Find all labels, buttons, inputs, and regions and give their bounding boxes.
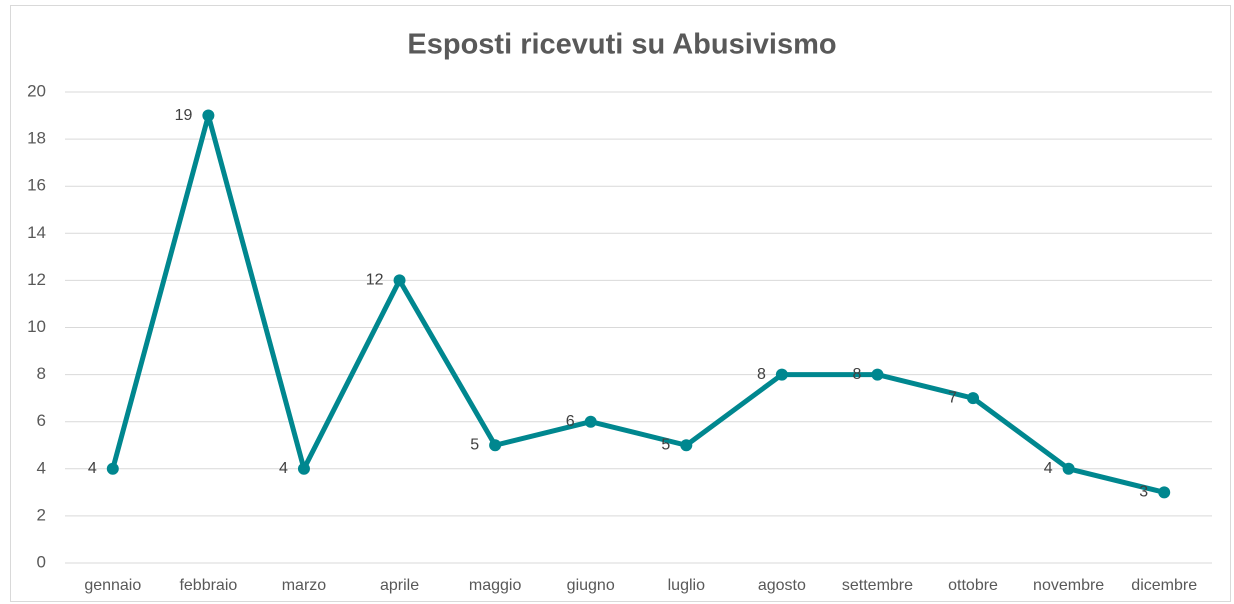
data-label: 4 [1044,460,1053,477]
series-line [110,113,1165,495]
data-point [1158,486,1171,499]
data-label: 4 [279,460,288,477]
x-tick-label: giugno [567,577,615,594]
y-tick-label: 2 [37,505,46,524]
data-point [393,274,406,287]
data-point [680,439,693,452]
data-label: 8 [757,366,766,383]
y-tick-label: 14 [27,223,46,242]
data-label: 5 [470,436,479,453]
data-point [967,392,980,405]
chart-border [10,5,1231,602]
data-label: 4 [88,460,97,477]
data-label: 3 [1139,484,1148,501]
x-tick-label: aprile [380,577,419,594]
data-label: 8 [853,366,862,383]
x-tick-label: agosto [758,577,806,594]
data-point [871,368,884,381]
y-tick-label: 16 [27,176,46,195]
y-tick-label: 4 [37,458,46,477]
data-point [202,109,215,122]
y-tick-label: 8 [37,364,46,383]
x-tick-label: dicembre [1131,577,1197,594]
data-point [106,462,119,475]
x-tick-label: novembre [1033,577,1104,594]
data-label: 5 [661,436,670,453]
data-point [1062,462,1075,475]
y-tick-label: 20 [27,81,46,100]
x-tick-label: gennaio [84,577,141,594]
data-point [584,415,597,428]
y-tick-label: 6 [37,411,46,430]
y-tick-label: 12 [27,270,46,289]
y-tick-label: 10 [27,317,46,336]
data-point [297,462,310,475]
data-label: 12 [366,272,384,289]
x-tick-label: febbraio [179,577,237,594]
chart-title: Esposti ricevuti su Abusivismo [407,29,836,61]
data-point [489,439,502,452]
x-tick-label: settembre [842,577,913,594]
x-tick-label: ottobre [948,577,998,594]
data-label: 6 [566,413,575,430]
data-point [775,368,788,381]
x-tick-label: marzo [282,577,327,594]
x-tick-label: luglio [668,577,705,594]
data-label: 19 [175,107,193,124]
data-label: 7 [948,389,957,406]
y-tick-label: 0 [37,552,46,571]
y-tick-label: 18 [27,129,46,148]
x-tick-label: maggio [469,577,522,594]
